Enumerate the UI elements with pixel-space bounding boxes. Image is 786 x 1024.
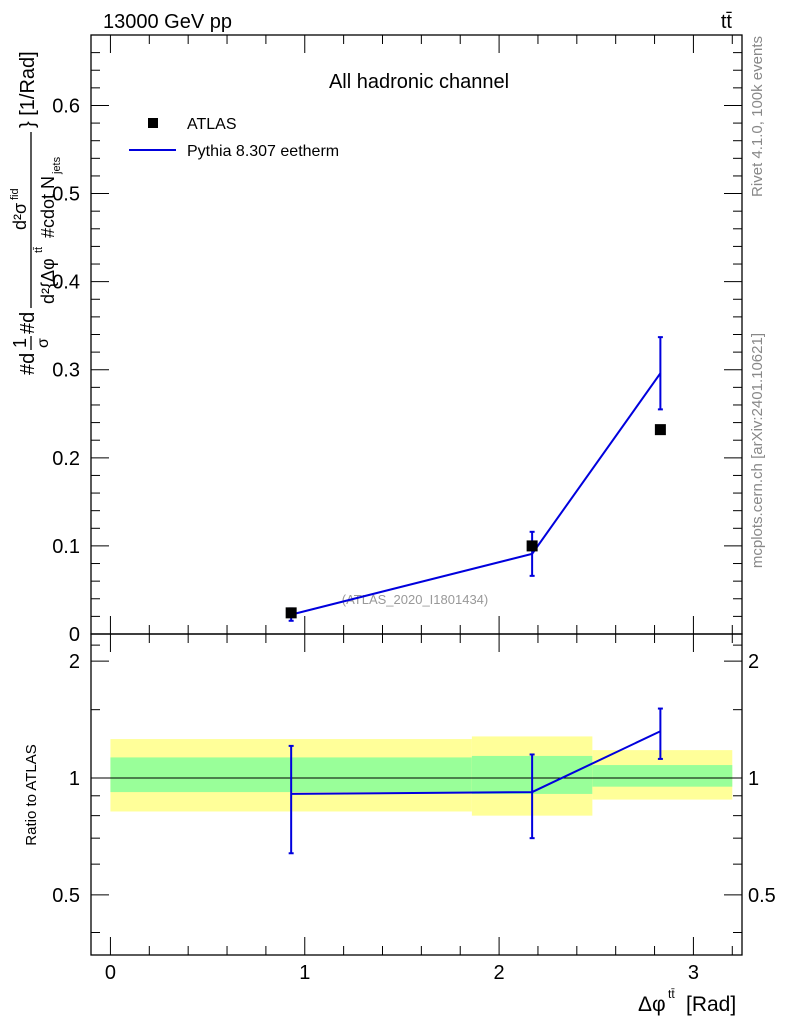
main-ylabel-part-10: jets	[51, 156, 63, 175]
main-ylabel-part-1: #d	[17, 353, 39, 375]
ratio-bands	[110, 736, 733, 816]
main-ylabel-part-6: fid	[9, 188, 21, 200]
main-ytick-label: 0.2	[52, 448, 80, 470]
ratio-xtick-label: 3	[688, 962, 699, 984]
main-ylabel-part-8: tt̄	[33, 247, 45, 253]
ratio-xlabel-part-3: [Rad]	[686, 993, 736, 1016]
atlas-point	[654, 424, 666, 436]
main-ytick-label: 0.1	[52, 536, 80, 558]
ratio-xlabel-part-1: Δφ	[638, 993, 666, 1016]
ratio-xtick-label: 0	[105, 962, 116, 984]
ratio-ytick-label-left: 0.5	[52, 885, 80, 907]
atlas-point	[285, 607, 297, 619]
legend-atlas-label: ATLAS	[187, 116, 237, 133]
main-ylabel-part-3: σ	[35, 338, 52, 348]
main-ytick-label: 0.5	[52, 184, 80, 206]
process-label: tt̄	[721, 11, 733, 33]
main-panel: 0 0.1 0.2 0.3 0.4 0.5 0.6 All hadronic channel…	[9, 34, 743, 646]
ratio-xlabel-part-2: tt̄	[668, 987, 675, 1001]
main-ytick-label: 0.3	[52, 360, 80, 382]
main-ylabel-part-5: d²σ	[10, 203, 30, 230]
main-ylabel-part-7: d²{Δφ	[38, 258, 58, 304]
ratio-stat-band	[592, 765, 733, 787]
ratio-xlabel: Δφ tt̄ [Rad]	[638, 987, 736, 1016]
ratio-ylabel: Ratio to ATLAS	[23, 744, 40, 845]
atlas-point	[526, 540, 538, 552]
main-ylabel-part-2: 1	[10, 338, 30, 348]
ratio-ytick-label-left: 2	[69, 651, 80, 673]
main-ylabel: #d 1 σ #d d²σ fid d²{Δφ tt̄ #cdot N jets…	[9, 51, 63, 375]
ratio-ticks: 0.5 0.5 1 1 2 2 0 1 2 3	[52, 634, 776, 984]
ratio-xtick-label: 1	[299, 962, 310, 984]
legend-atlas-marker	[148, 118, 158, 128]
main-ytick-label: 0.4	[52, 272, 80, 294]
ratio-ytick-label-right: 1	[748, 768, 759, 790]
pythia-line	[290, 372, 662, 616]
analysis-watermark: (ATLAS_2020_I1801434)	[342, 592, 488, 607]
ratio-data	[91, 707, 742, 855]
ratio-ytick-label-right: 2	[748, 651, 759, 673]
main-ylabel-part-9: #cdot N	[38, 176, 58, 238]
main-ylabel-part-11: } [1/Rad]	[17, 51, 39, 128]
mcplots-label: mcplots.cern.ch [arXiv:2401.10621]	[749, 333, 766, 568]
main-data	[285, 336, 666, 622]
main-title: All hadronic channel	[329, 71, 509, 93]
ratio-panel: 0.5 0.5 1 1 2 2 0 1 2 3 Ratio to ATLAS Δφ tt̄ [Ra…	[23, 633, 776, 1016]
ratio-ytick-label-right: 0.5	[748, 885, 776, 907]
ratio-frame	[90, 633, 743, 956]
ratio-ytick-label-left: 1	[69, 768, 80, 790]
ratio-xtick-label: 2	[494, 962, 505, 984]
main-ytick-label: 0	[69, 624, 80, 646]
main-ylabel-part-4: #d	[17, 312, 39, 334]
energy-label: 13000 GeV pp	[103, 11, 232, 33]
legend: ATLAS Pythia 8.307 eetherm	[129, 116, 339, 160]
rivet-label: Rivet 4.1.0, 100k events	[749, 36, 766, 197]
main-ytick-label: 0.6	[52, 95, 80, 117]
main-ticks: 0 0.1 0.2 0.3 0.4 0.5 0.6	[52, 35, 742, 646]
legend-pythia-label: Pythia 8.307 eetherm	[187, 143, 339, 160]
